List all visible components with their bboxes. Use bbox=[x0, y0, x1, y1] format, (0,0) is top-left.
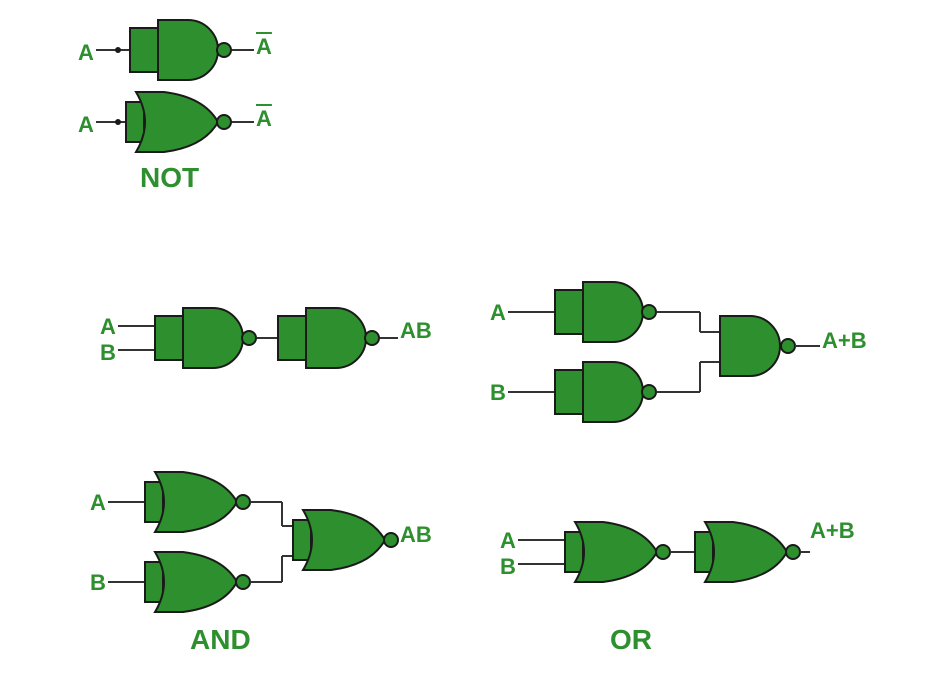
label-a: A bbox=[90, 490, 106, 516]
label-a-plus-b: A+B bbox=[810, 518, 855, 544]
title-or: OR bbox=[610, 624, 652, 656]
label-a: A bbox=[500, 528, 516, 554]
not-nand-circuit bbox=[96, 20, 254, 80]
and-nand-circuit bbox=[118, 308, 398, 368]
label-not-a: A bbox=[256, 34, 272, 60]
logic-gates-diagram bbox=[0, 0, 932, 674]
label-a: A bbox=[100, 314, 116, 340]
label-a-plus-b: A+B bbox=[822, 328, 867, 354]
label-a: A bbox=[490, 300, 506, 326]
label-b: B bbox=[490, 380, 506, 406]
title-not: NOT bbox=[140, 162, 199, 194]
label-b: B bbox=[500, 554, 516, 580]
label-not-a: A bbox=[256, 106, 272, 132]
or-nor-circuit bbox=[518, 522, 810, 582]
not-nor-circuit bbox=[96, 92, 254, 152]
label-ab: AB bbox=[400, 318, 432, 344]
label-ab: AB bbox=[400, 522, 432, 548]
label-a: A bbox=[78, 112, 94, 138]
title-and: AND bbox=[190, 624, 251, 656]
or-nand-circuit bbox=[508, 282, 820, 422]
label-b: B bbox=[100, 340, 116, 366]
label-a: A bbox=[78, 40, 94, 66]
and-nor-circuit bbox=[108, 472, 398, 612]
label-b: B bbox=[90, 570, 106, 596]
